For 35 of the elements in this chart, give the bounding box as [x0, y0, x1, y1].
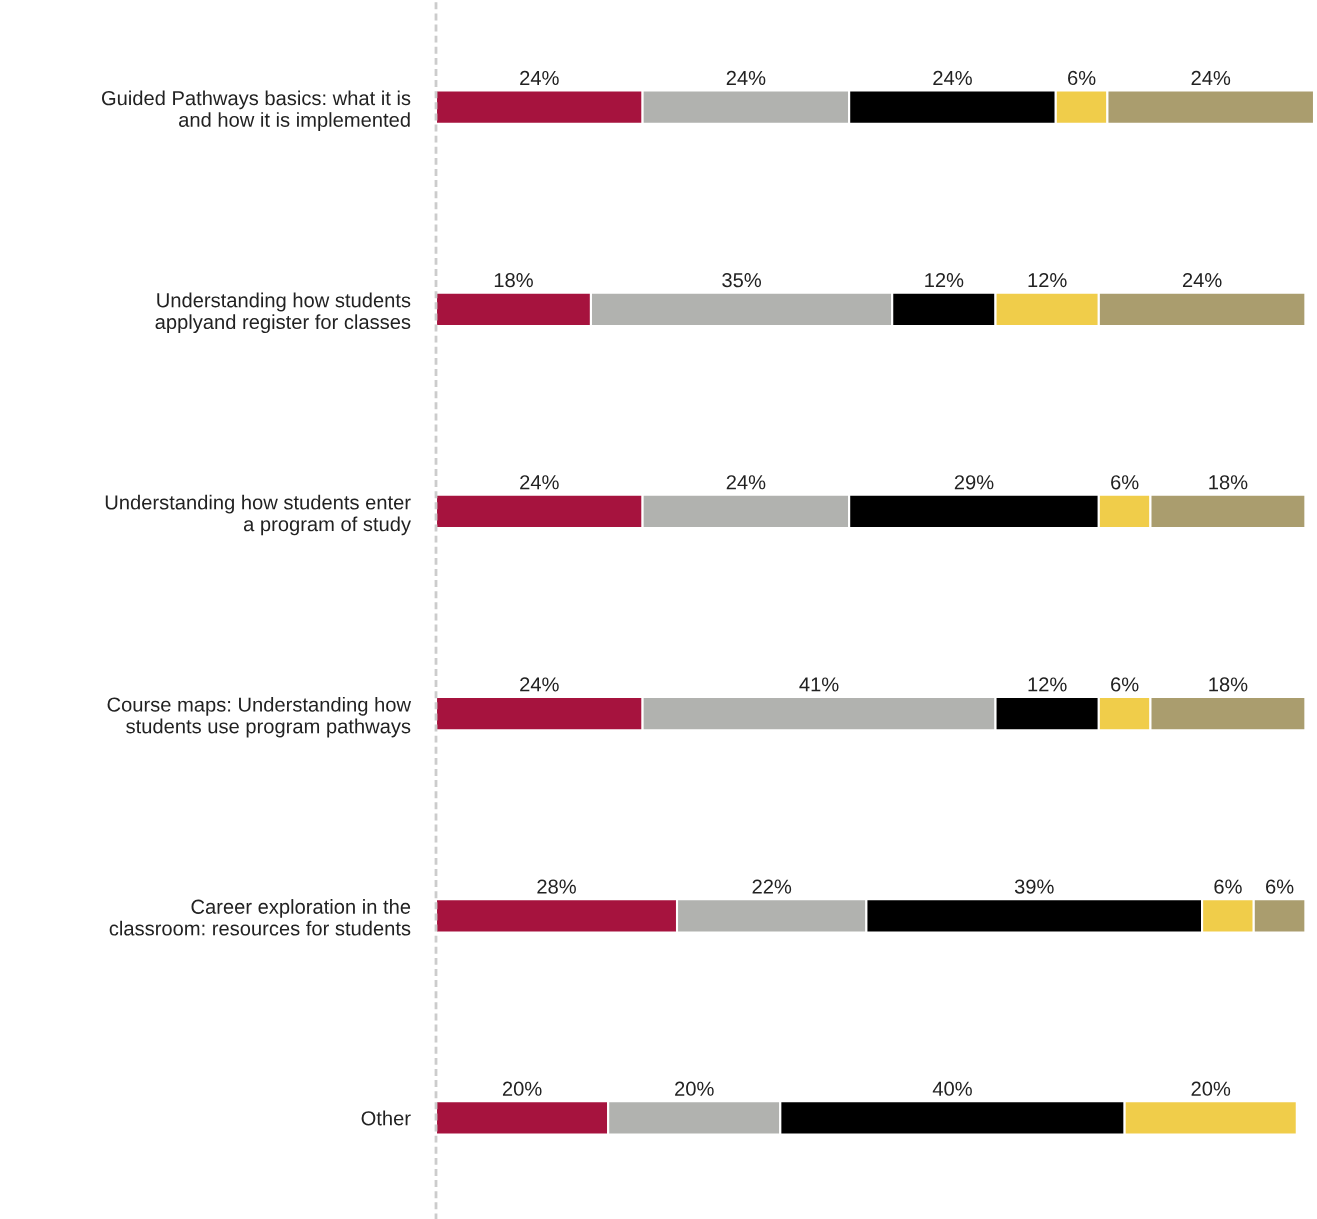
data-label: 24%	[726, 70, 766, 86]
data-label: 6%	[1214, 879, 1242, 894]
data-label: 12%	[1028, 677, 1067, 692]
data-label: 12%	[925, 272, 964, 288]
y-tick-label: Other	[361, 1110, 411, 1126]
data-label: 24%	[1191, 70, 1231, 86]
y-tick-label: Understanding how students applyand register for classes	[155, 292, 411, 334]
data-label: 18%	[1209, 677, 1248, 692]
data-label: 20%	[675, 1081, 714, 1096]
data-label: 22%	[752, 879, 792, 894]
data-label: 6%	[1068, 70, 1096, 86]
data-label: 6%	[1111, 475, 1139, 490]
data-label: 40%	[932, 1081, 972, 1096]
data-label: 39%	[1014, 879, 1054, 894]
data-label: 24%	[726, 475, 766, 490]
data-label: 24%	[520, 475, 559, 490]
data-label: 18%	[494, 272, 533, 288]
data-label: 29%	[954, 475, 994, 490]
data-label: 41%	[799, 677, 839, 692]
data-label: 35%	[722, 272, 762, 288]
data-label: 6%	[1111, 677, 1139, 692]
y-tick-label: Guided Pathways basics: what it is and how it is implemented	[101, 90, 411, 131]
y-tick-label: Career exploration in the classroom: resources for students	[109, 899, 411, 936]
data-label: 28%	[537, 879, 576, 894]
y-tick-label: Course maps: Understanding how students use program pathways	[107, 696, 412, 738]
data-label: 6%	[1266, 879, 1294, 894]
data-label: 12%	[1028, 272, 1067, 288]
data-label: 20%	[1191, 1081, 1231, 1096]
data-label: 24%	[520, 677, 559, 692]
data-label: 24%	[520, 70, 559, 86]
data-label: 24%	[1182, 272, 1222, 288]
data-label: 20%	[502, 1081, 542, 1096]
y-tick-label: Understanding how students enter a program of study	[105, 494, 411, 536]
data-label: 24%	[933, 70, 972, 86]
data-label: 18%	[1209, 475, 1248, 490]
